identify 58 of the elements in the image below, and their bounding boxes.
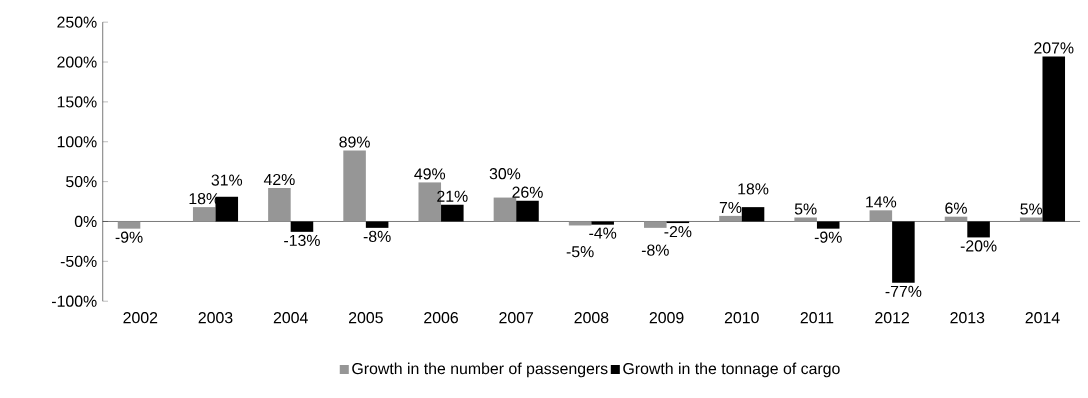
data-label: 42%: [263, 174, 295, 186]
data-label: -8%: [641, 244, 669, 256]
y-tick-label: 0%: [74, 215, 97, 228]
bar: [794, 217, 817, 222]
x-tick-label: 2005: [348, 312, 383, 324]
bar: [192, 207, 216, 222]
data-label: -2%: [664, 226, 692, 238]
data-label: 14%: [866, 196, 897, 208]
bar: [568, 221, 592, 226]
y-tick-label: -100%: [52, 295, 97, 307]
x-tick-label: 2011: [800, 312, 834, 324]
bar: [719, 216, 742, 222]
x-tick-label: 2010: [724, 312, 759, 324]
legend-label: Growth in the tonnage of cargo: [623, 362, 840, 378]
data-label: -8%: [363, 230, 391, 243]
data-label: 5%: [1020, 203, 1043, 215]
y-tick-label: 100%: [57, 136, 97, 148]
data-label: 30%: [489, 168, 521, 180]
x-tick-label: 2012: [875, 312, 909, 324]
bar: [343, 150, 366, 222]
x-tick-label: 2013: [950, 312, 985, 324]
bar: [493, 197, 517, 222]
x-tick-label: 2003: [198, 312, 233, 324]
data-label: -13%: [284, 234, 320, 247]
y-tick-label: 50%: [66, 176, 97, 188]
y-tick-label: 150%: [57, 96, 97, 108]
bar: [1019, 217, 1043, 222]
data-label: 89%: [339, 136, 370, 148]
bar: [644, 221, 667, 228]
x-tick-label: 2009: [649, 312, 684, 324]
bar: [869, 210, 893, 222]
x-tick-label: 2002: [123, 312, 158, 324]
data-label: 21%: [437, 190, 468, 202]
x-tick-label: 2004: [273, 312, 308, 324]
data-label: 207%: [1034, 42, 1074, 54]
y-tick-label: 200%: [57, 56, 97, 68]
legend-label: Growth in the number of passengers: [352, 362, 608, 378]
data-label: 7%: [719, 202, 742, 214]
y-tick-label: -50%: [60, 255, 97, 268]
data-label: -20%: [960, 240, 997, 252]
data-label: -77%: [885, 285, 922, 297]
y-tick-label: 250%: [57, 16, 97, 28]
data-label: 5%: [794, 203, 817, 215]
data-label: 18%: [738, 183, 769, 195]
data-label: 49%: [414, 168, 446, 180]
data-label: 31%: [211, 174, 243, 186]
x-tick-label: 2008: [574, 312, 609, 324]
data-label: -5%: [566, 246, 594, 258]
data-label: -4%: [589, 227, 617, 239]
data-label: 26%: [512, 186, 543, 198]
x-tick-label: 2006: [424, 312, 458, 324]
data-label: -9%: [814, 231, 842, 243]
x-tick-label: 2007: [499, 312, 534, 324]
bar: [117, 221, 141, 229]
x-tick-label: 2014: [1025, 312, 1060, 324]
bar: [268, 188, 291, 222]
data-label: 6%: [945, 202, 967, 214]
data-label: -9%: [115, 231, 143, 243]
